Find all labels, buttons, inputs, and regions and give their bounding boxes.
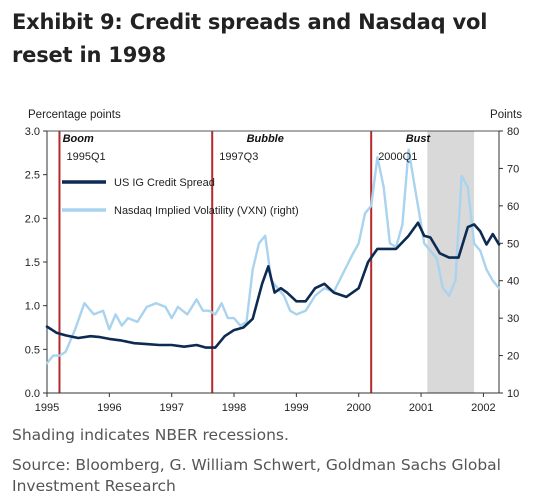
left-tick-label: 0.0 [25,388,40,400]
right-tick-label: 70 [507,163,519,175]
marker-label-1997Q3: 1997Q3 [219,151,258,163]
left-tick-label: 1.0 [25,301,40,313]
regime-label-bust: Bust [406,133,432,145]
left-tick-label: 2.5 [25,170,40,182]
x-tick-label: 1999 [284,402,308,414]
x-tick-label: 2002 [471,402,495,414]
x-tick-label: 2001 [409,402,433,414]
right-tick-label: 40 [507,276,519,288]
right-tick-label: 80 [507,126,519,138]
recession-shading [427,131,475,393]
right-tick-label: 50 [507,238,519,250]
x-tick-label: 2000 [346,402,370,414]
right-tick-label: 20 [507,351,519,363]
shading-note: Shading indicates NBER recessions. [12,426,289,444]
left-tick-label: 3.0 [25,126,40,138]
regime-label-boom: Boom [63,133,94,145]
x-tick-label: 1995 [35,402,59,414]
chart: 0.0 0.5 1.0 1.5 2.0 2.5 3.0 10 20 30 40 50 60 70 80 199… [25,109,523,414]
right-tick-label: 60 [507,201,519,213]
x-tick-label: 1998 [222,402,246,414]
x-tick-label: 1996 [97,402,121,414]
right-tick-label: 30 [507,313,519,325]
marker-label-1995Q1: 1995Q1 [66,151,105,163]
series-line-vxn [45,148,501,365]
source-note: Source: Bloomberg, G. William Schwert, G… [12,456,501,495]
marker-label-2000Q1: 2000Q1 [378,151,417,163]
right-tick-label: 10 [507,388,519,400]
right-axis-title: Points [490,109,522,121]
left-tick-label: 2.0 [25,213,40,225]
legend-label-vxn: Nasdaq Implied Volatility (VXN) (right) [114,205,299,217]
legend-label-ig: US IG Credit Spread [114,177,215,189]
left-axis-title: Percentage points [28,109,121,121]
regime-label-bubble: Bubble [247,133,284,145]
x-tick-label: 1997 [159,402,183,414]
left-tick-label: 0.5 [25,344,40,356]
chart-title: Exhibit 9: Credit spreads and Nasdaq vol… [12,10,488,67]
left-tick-label: 1.5 [25,257,40,269]
series-line-ig-credit-spread [45,221,501,349]
